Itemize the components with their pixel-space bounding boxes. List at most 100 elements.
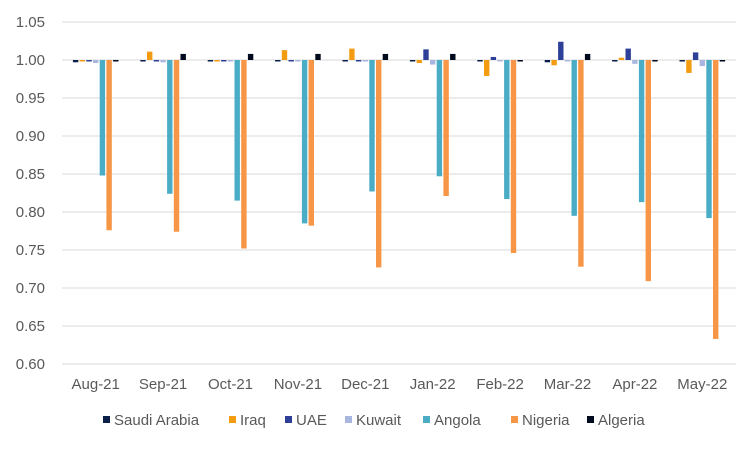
bar-algeria-oct-21: [247, 53, 254, 60]
bar-uae-dec-21: [355, 60, 362, 62]
bar-angola-mar-22: [571, 60, 577, 216]
bar-nigeria-oct-21: [241, 60, 247, 249]
bar-angola-may-22: [706, 60, 712, 219]
y-tick-label: 0.65: [16, 318, 45, 335]
bar-algeria-nov-21: [315, 53, 321, 60]
bar-angola-aug-21: [99, 60, 106, 176]
legend-label: Nigeria: [522, 412, 570, 429]
bar-angola-apr-22: [638, 60, 645, 203]
bar-iraq-sep-21: [147, 51, 153, 60]
y-tick-label: 0.90: [16, 128, 45, 145]
legend-swatch: [229, 416, 236, 423]
legend-label: UAE: [296, 412, 327, 429]
legend-item: UAE: [285, 412, 327, 429]
bar-saudi-arabia-oct-21: [207, 60, 214, 62]
bar-uae-jan-22: [423, 49, 429, 60]
bar-uae-mar-22: [558, 41, 564, 60]
legend: Saudi Arabia Iraq UAE Kuwait Angola Nigeria Al…: [103, 412, 645, 429]
x-tick-label: Jan-22: [410, 376, 456, 393]
legend-item: Angola: [423, 412, 481, 429]
bar-iraq-dec-21: [349, 48, 355, 60]
x-tick-label: Nov-21: [274, 376, 322, 393]
legend-label: Algeria: [598, 412, 645, 429]
bar-angola-oct-21: [234, 60, 240, 201]
x-tick-label: Dec-21: [341, 376, 389, 393]
y-tick-label: 1.00: [16, 52, 45, 69]
bar-angola-sep-21: [167, 60, 173, 194]
bar-saudi-arabia-nov-21: [275, 60, 281, 62]
bar-nigeria-may-22: [713, 60, 719, 339]
bar-algeria-aug-21: [113, 60, 119, 62]
bar-nigeria-jan-22: [443, 60, 449, 197]
legend-item: Nigeria: [511, 412, 570, 429]
y-tick-label: 0.75: [16, 242, 45, 259]
bar-uae-apr-22: [625, 48, 631, 60]
bar-iraq-jan-22: [416, 60, 422, 64]
legend-swatch: [511, 416, 518, 423]
bar-algeria-sep-21: [180, 53, 186, 60]
bar-iraq-feb-22: [484, 60, 490, 76]
bar-saudi-arabia-aug-21: [72, 60, 79, 63]
legend-item: Iraq: [229, 412, 266, 429]
x-tick-label: Oct-21: [208, 376, 253, 393]
x-tick-label: Feb-22: [476, 376, 524, 393]
x-tick-label: Sep-21: [139, 376, 187, 393]
legend-item: Kuwait: [345, 412, 402, 429]
legend-swatch: [285, 416, 292, 423]
bar-nigeria-nov-21: [308, 60, 314, 226]
bar-iraq-may-22: [686, 60, 692, 73]
bar-algeria-jan-22: [450, 53, 456, 60]
bar-kuwait-feb-22: [497, 60, 503, 62]
bar-kuwait-aug-21: [93, 60, 99, 64]
bars: [72, 41, 726, 339]
bar-nigeria-apr-22: [645, 60, 651, 282]
y-axis: 0.60 0.65 0.70 0.75 0.80 0.85 0.90 0.95 1.00 1.05: [16, 14, 45, 373]
bar-kuwait-may-22: [699, 60, 705, 67]
bar-iraq-oct-21: [214, 60, 220, 62]
legend-label: Kuwait: [356, 412, 402, 429]
bar-kuwait-apr-22: [632, 60, 638, 64]
bar-nigeria-aug-21: [106, 60, 112, 231]
bar-uae-aug-21: [86, 60, 92, 62]
legend-label: Saudi Arabia: [114, 412, 200, 429]
legend-label: Angola: [434, 412, 481, 429]
legend-item: Saudi Arabia: [103, 412, 200, 429]
legend-swatch: [587, 416, 594, 423]
x-tick-label: May-22: [677, 376, 727, 393]
bar-algeria-feb-22: [517, 60, 523, 62]
bar-nigeria-sep-21: [173, 60, 180, 232]
bar-algeria-mar-22: [584, 53, 591, 60]
bar-kuwait-jan-22: [430, 60, 436, 65]
bar-iraq-nov-21: [281, 50, 288, 60]
legend-label: Iraq: [240, 412, 266, 429]
y-tick-label: 0.95: [16, 90, 45, 107]
bar-saudi-arabia-dec-21: [342, 60, 348, 62]
legend-swatch: [345, 416, 352, 423]
bar-angola-nov-21: [301, 60, 308, 224]
bar-saudi-arabia-sep-21: [140, 60, 146, 62]
legend-item: Algeria: [587, 412, 645, 429]
gridlines: [62, 21, 736, 365]
y-tick-label: 0.70: [16, 280, 45, 297]
bar-nigeria-mar-22: [578, 60, 584, 267]
bar-kuwait-mar-22: [564, 60, 571, 62]
bar-kuwait-oct-21: [227, 60, 234, 62]
bar-saudi-arabia-jan-22: [409, 60, 416, 62]
legend-swatch: [423, 416, 430, 423]
bar-algeria-apr-22: [652, 60, 658, 62]
bar-algeria-may-22: [719, 60, 726, 62]
y-tick-label: 0.80: [16, 204, 45, 221]
bar-uae-sep-21: [153, 60, 160, 62]
bar-iraq-mar-22: [551, 60, 557, 66]
bar-uae-may-22: [692, 52, 699, 60]
legend-swatch: [103, 416, 110, 423]
x-tick-label: Aug-21: [72, 376, 120, 393]
bar-saudi-arabia-feb-22: [477, 60, 483, 62]
bar-algeria-dec-21: [382, 53, 389, 60]
bar-angola-dec-21: [369, 60, 375, 192]
bar-iraq-aug-21: [79, 60, 85, 62]
bar-uae-oct-21: [221, 60, 227, 62]
bar-nigeria-dec-21: [376, 60, 382, 268]
bar-angola-jan-22: [436, 60, 443, 177]
